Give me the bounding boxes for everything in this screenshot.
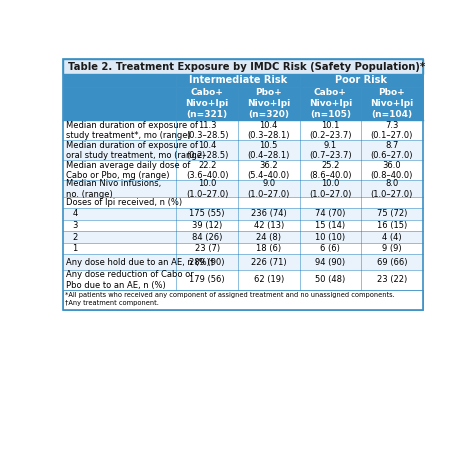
Text: 69 (66): 69 (66) bbox=[377, 257, 407, 267]
Bar bbox=[63, 220, 423, 231]
Text: Cabo+
Nivo+Ipi
(n=105): Cabo+ Nivo+Ipi (n=105) bbox=[309, 88, 352, 119]
Text: 39 (12): 39 (12) bbox=[192, 221, 222, 230]
Text: 10.5
(0.4–28.1): 10.5 (0.4–28.1) bbox=[247, 141, 290, 160]
Text: 2: 2 bbox=[73, 233, 78, 241]
Text: 8.7
(0.6–27.0): 8.7 (0.6–27.0) bbox=[371, 141, 413, 160]
Text: 10.0
(1.0–27.0): 10.0 (1.0–27.0) bbox=[186, 179, 228, 199]
Text: 94 (90): 94 (90) bbox=[315, 257, 346, 267]
Text: 10 (10): 10 (10) bbox=[315, 233, 346, 241]
Text: 84 (26): 84 (26) bbox=[192, 233, 222, 241]
Text: 7.3
(0.1–27.0): 7.3 (0.1–27.0) bbox=[371, 120, 413, 140]
Bar bbox=[63, 254, 423, 270]
Text: 16 (15): 16 (15) bbox=[377, 221, 407, 230]
Text: 3: 3 bbox=[73, 221, 78, 230]
Text: 1: 1 bbox=[73, 244, 78, 253]
Text: 175 (55): 175 (55) bbox=[190, 209, 225, 218]
Bar bbox=[63, 270, 423, 290]
Text: 10.4
(0.2–28.5): 10.4 (0.2–28.5) bbox=[186, 141, 228, 160]
Text: *All patients who received any component of assigned treatment and no unassigned: *All patients who received any component… bbox=[65, 292, 395, 298]
Text: Poor Risk: Poor Risk bbox=[335, 76, 387, 85]
Text: 10.1
(0.2–23.7): 10.1 (0.2–23.7) bbox=[309, 120, 352, 140]
Bar bbox=[361, 87, 423, 120]
Text: 22.2
(3.6–40.0): 22.2 (3.6–40.0) bbox=[186, 161, 228, 180]
Text: 18 (6): 18 (6) bbox=[256, 244, 282, 253]
Text: Median duration of exposure of
study treatment*, mo (range): Median duration of exposure of study tre… bbox=[66, 120, 198, 140]
Bar bbox=[300, 87, 361, 120]
Text: Median duration of exposure of
oral study treatment, mo (range): Median duration of exposure of oral stud… bbox=[66, 141, 205, 160]
Text: 289 (90): 289 (90) bbox=[190, 257, 225, 267]
Text: 36.2
(5.4–40.0): 36.2 (5.4–40.0) bbox=[247, 161, 290, 180]
Text: 10.0
(1.0–27.0): 10.0 (1.0–27.0) bbox=[309, 179, 352, 199]
Text: 25.2
(8.6–40.0): 25.2 (8.6–40.0) bbox=[309, 161, 352, 180]
Text: Pbo+
Nivo+Ipi
(n=104): Pbo+ Nivo+Ipi (n=104) bbox=[370, 88, 413, 119]
Bar bbox=[63, 74, 176, 87]
Text: 4 (4): 4 (4) bbox=[382, 233, 402, 241]
Text: 36.0
(0.8–40.0): 36.0 (0.8–40.0) bbox=[371, 161, 413, 180]
Text: Median average daily dose of
Cabo or Pbo, mg (range): Median average daily dose of Cabo or Pbo… bbox=[66, 161, 191, 180]
Text: 9 (9): 9 (9) bbox=[382, 244, 402, 253]
Bar bbox=[63, 160, 423, 180]
Text: 11.3
(0.3–28.5): 11.3 (0.3–28.5) bbox=[186, 120, 228, 140]
Bar bbox=[63, 141, 423, 160]
Text: 6 (6): 6 (6) bbox=[320, 244, 340, 253]
Text: Pbo+
Nivo+Ipi
(n=320): Pbo+ Nivo+Ipi (n=320) bbox=[247, 88, 291, 119]
Text: 50 (48): 50 (48) bbox=[315, 275, 346, 284]
Bar bbox=[63, 87, 176, 120]
Bar bbox=[63, 231, 423, 243]
Text: 9.0
(1.0–27.0): 9.0 (1.0–27.0) bbox=[247, 179, 290, 199]
Text: 10.4
(0.3–28.1): 10.4 (0.3–28.1) bbox=[247, 120, 290, 140]
Bar bbox=[238, 87, 300, 120]
Text: 236 (74): 236 (74) bbox=[251, 209, 287, 218]
Text: Intermediate Risk: Intermediate Risk bbox=[189, 76, 287, 85]
Bar bbox=[63, 208, 423, 220]
Bar bbox=[63, 120, 423, 141]
Text: 8.0
(1.0–27.0): 8.0 (1.0–27.0) bbox=[371, 179, 413, 199]
Bar bbox=[300, 74, 423, 87]
Bar bbox=[63, 243, 423, 254]
Text: Table 2. Treatment Exposure by IMDC Risk (Safety Population)*: Table 2. Treatment Exposure by IMDC Risk… bbox=[68, 61, 425, 71]
Text: 42 (13): 42 (13) bbox=[254, 221, 284, 230]
Text: 23 (22): 23 (22) bbox=[377, 275, 407, 284]
Text: Cabo+
Nivo+Ipi
(n=321): Cabo+ Nivo+Ipi (n=321) bbox=[185, 88, 229, 119]
Text: 4: 4 bbox=[73, 209, 78, 218]
Text: 9.1
(0.7–23.7): 9.1 (0.7–23.7) bbox=[309, 141, 352, 160]
Bar bbox=[176, 87, 238, 120]
Text: Any dose reduction of Cabo or
Pbo due to an AE, n (%): Any dose reduction of Cabo or Pbo due to… bbox=[66, 270, 194, 289]
Bar bbox=[63, 59, 423, 310]
Bar bbox=[63, 197, 423, 208]
Text: 24 (8): 24 (8) bbox=[256, 233, 281, 241]
Text: 15 (14): 15 (14) bbox=[315, 221, 346, 230]
Text: 74 (70): 74 (70) bbox=[315, 209, 346, 218]
Text: †Any treatment component.: †Any treatment component. bbox=[65, 300, 159, 306]
Text: 62 (19): 62 (19) bbox=[254, 275, 284, 284]
Bar bbox=[176, 74, 300, 87]
Bar bbox=[63, 59, 423, 74]
Text: Median Nivo infusions,
no. (range): Median Nivo infusions, no. (range) bbox=[66, 179, 162, 199]
Text: Any dose hold due to an AE, n (%)†: Any dose hold due to an AE, n (%)† bbox=[66, 257, 214, 267]
Text: 179 (56): 179 (56) bbox=[190, 275, 225, 284]
Text: 23 (7): 23 (7) bbox=[195, 244, 220, 253]
Bar bbox=[63, 290, 423, 310]
Bar bbox=[63, 180, 423, 197]
Text: 75 (72): 75 (72) bbox=[377, 209, 407, 218]
Text: 226 (71): 226 (71) bbox=[251, 257, 287, 267]
Text: Doses of Ipi received, n (%): Doses of Ipi received, n (%) bbox=[66, 198, 182, 207]
